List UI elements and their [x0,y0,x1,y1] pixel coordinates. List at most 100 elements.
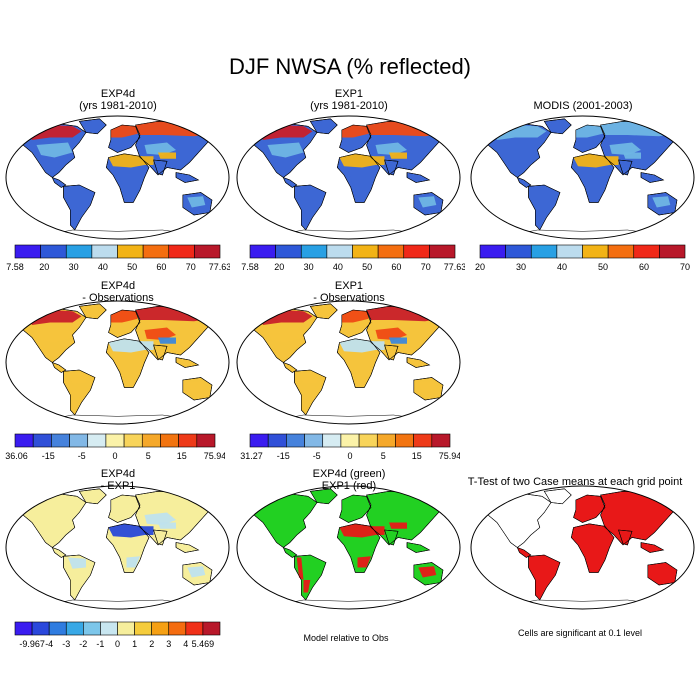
field-region [36,327,73,343]
colorbar-swatch [403,244,430,259]
colorbar-tick-label: -31.27 [240,451,263,461]
land-antarctica [276,414,421,424]
colorbar-tick-label: 20 [39,262,49,272]
land-seasia [175,172,200,183]
colorbar-tick-label: 40 [557,262,567,272]
colorbar-swatch [194,244,221,259]
colorbar-swatch [168,621,187,636]
colorbar-exp1-obs: -31.27 -15 -5 0 5 15 75.94 [240,433,460,461]
colorbar-tick-label: 60 [639,262,649,272]
coastline-seasia [406,172,431,183]
field-region [267,327,304,343]
colorbar-exp1: 7.58 20 30 40 50 60 70 77.63 [241,244,465,272]
colorbar-tick-label: 40 [333,262,343,272]
field-region [389,337,407,344]
panel-title-line2: - Observations [82,292,154,304]
colorbar-swatch [429,244,456,259]
field-region [108,523,145,538]
colorbar-swatch [322,433,342,448]
land-seasia [406,542,431,553]
map-border [236,300,461,425]
land-antarctica [45,414,190,424]
coastline-seasia [406,357,431,368]
colorbar-swatch [352,244,379,259]
field-region [371,156,385,165]
colorbar-swatch [479,244,506,259]
colorbar-swatch [505,244,532,259]
map-border [470,485,695,610]
colorbar-tick-label: -15 [42,451,55,461]
colorbar-swatch [431,433,451,448]
colorbar-tick-label: 3 [166,639,171,649]
colorbar-swatch [202,621,221,636]
colorbar-tick-label: 5.469 [192,639,215,649]
colorbar-swatch [326,244,353,259]
panel-title-line2: - Observations [313,292,385,304]
land-samerica [294,184,327,231]
colorbar-swatch [286,433,305,448]
map-modis [470,115,695,240]
field-region [267,142,304,158]
coastline-africa [105,338,150,388]
field-region [341,125,369,138]
colorbar-swatch [87,433,107,448]
field-region [144,142,176,155]
coastline-greenland [309,118,338,135]
coastline-africa [105,153,150,203]
field-region [68,372,86,384]
field-region [117,170,136,185]
panel-title-line1: EXP1 [334,88,364,100]
land-seasia [175,357,200,368]
colorbar-swatch [185,621,204,636]
colorbar-swatch [304,433,324,448]
map-border [236,485,461,610]
field-region [110,310,138,323]
colorbar-swatch [14,621,33,636]
land-antarctica [510,599,655,609]
colorbar-tick-label: 40 [98,262,108,272]
field-region [144,327,176,340]
map-border [5,485,230,610]
colorbar-tick-label: -9.967 [19,639,45,649]
colorbar-swatch [377,244,405,259]
field-region [609,142,641,155]
panel-title-line2: (yrs 1981-2010) [310,100,388,112]
field-region [36,142,73,158]
field-region [296,557,304,580]
colorbar-swatch [117,621,135,636]
land-seasia [406,172,431,183]
field-region [339,523,376,538]
coastline-india [618,529,633,546]
field-region [108,153,145,168]
field-region [158,522,176,529]
colorbar-tick-label: -3 [62,639,70,649]
field-region [158,337,176,344]
colorbar-swatch [556,244,583,259]
coastline-india [153,529,168,546]
panel-title-ttest: T-Test of two Case means at each grid po… [440,476,700,488]
colorbar-tick-label: 20 [475,262,485,272]
field-region [299,372,317,384]
colorbar-tick-label: 60 [156,262,166,272]
coastline-africa [105,523,150,573]
coastline-india [384,159,399,176]
land-namerica [483,493,552,548]
coastline-greenland [543,118,572,135]
colorbar-swatch [582,244,609,259]
colorbar-swatch [530,244,558,259]
field-region [375,327,407,340]
colorbar-swatch [249,433,269,448]
field-region [339,153,376,168]
map-ttest [470,485,695,610]
land-samerica [528,184,561,231]
coastline-europe [108,309,141,338]
field-region [366,121,450,137]
colorbar-swatch [178,433,198,448]
coastline-namerica [18,308,87,363]
colorbar-tick-label: 50 [598,262,608,272]
coastline-india [384,344,399,361]
colorbar-tick-label: 70 [421,262,431,272]
land-antarctica [45,599,190,609]
panel-title-exp1-obs: EXP1- Observations [244,280,454,304]
field-region [375,142,407,155]
